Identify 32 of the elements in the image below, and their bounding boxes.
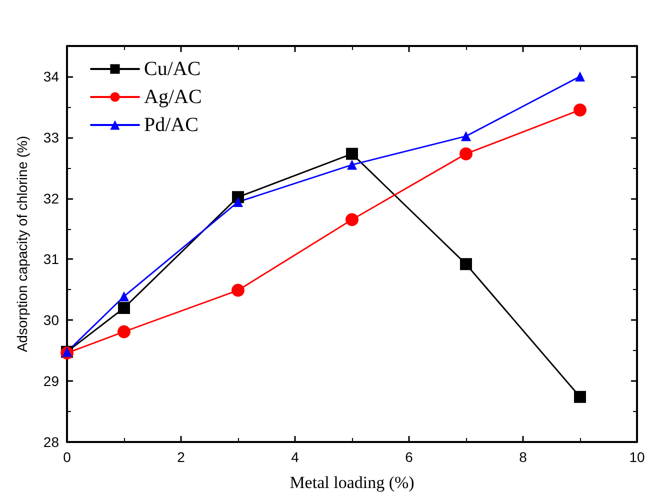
x-tick-label: 4 xyxy=(291,449,300,465)
y-tick-label: 32 xyxy=(43,190,60,206)
x-tick-label: 8 xyxy=(519,449,528,465)
point xyxy=(575,71,585,82)
point xyxy=(119,291,129,302)
legend-label: Cu/AC xyxy=(144,58,201,80)
point xyxy=(460,258,472,270)
point xyxy=(346,148,358,160)
x-tick-label: 10 xyxy=(629,449,645,465)
x-axis-title: Metal loading (%) xyxy=(290,473,414,492)
point xyxy=(347,160,357,170)
y-tick-label: 30 xyxy=(43,312,60,328)
x-tick-label: 0 xyxy=(63,449,72,465)
legend-label: Pd/AC xyxy=(144,114,198,136)
y-tick-label: 31 xyxy=(43,251,60,268)
x-tick-label: 6 xyxy=(405,449,414,465)
y-axis-title: Adsorption capacity of chlorine (%) xyxy=(14,136,30,352)
point xyxy=(118,325,130,338)
point xyxy=(574,390,586,403)
point xyxy=(233,196,243,207)
point xyxy=(118,302,130,314)
point xyxy=(460,147,472,160)
x-tick-label: 2 xyxy=(177,449,186,465)
point xyxy=(461,131,471,142)
y-tick-label: 29 xyxy=(43,373,60,390)
y-tick-label: 34 xyxy=(43,68,60,84)
point xyxy=(232,284,244,297)
y-tick-label: 33 xyxy=(43,129,60,146)
point xyxy=(346,213,358,226)
point xyxy=(574,103,586,116)
legend-label: Ag/AC xyxy=(144,86,202,108)
y-tick-label: 28 xyxy=(43,434,60,450)
